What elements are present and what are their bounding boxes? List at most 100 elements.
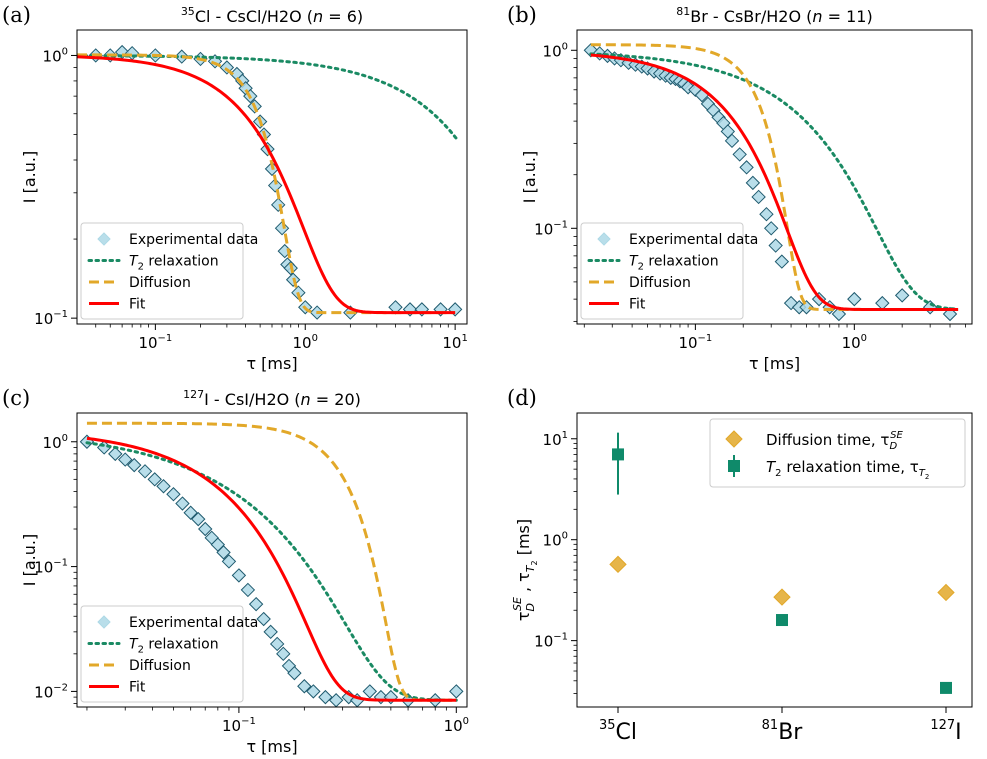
chart-title: 127I - CsI/H2O (n = 20) — [183, 388, 361, 409]
legend-label-t2: T2 relaxation — [129, 254, 219, 273]
data-point — [383, 689, 399, 705]
legend-box — [580, 222, 744, 320]
x-tick-label: 100 — [842, 333, 867, 352]
data-point — [263, 624, 278, 640]
data-point — [240, 582, 256, 598]
legend-label-exp: Experimental data — [129, 232, 258, 248]
t2-relaxation-time-point — [776, 614, 788, 627]
axes-frame — [576, 29, 973, 325]
data-point — [216, 545, 231, 560]
y-axis-label: τDSE , τT2 [ms] — [511, 519, 539, 621]
data-point — [783, 295, 799, 311]
x-tick-label: 10−1 — [678, 333, 712, 352]
legend-diffusion-marker — [725, 430, 743, 448]
series-t2-line — [85, 441, 458, 702]
data-point — [256, 611, 271, 627]
data-point — [759, 206, 774, 222]
axes-frame — [76, 412, 468, 708]
data-point — [221, 554, 237, 569]
legend-label-exp: Experimental data — [129, 615, 258, 631]
data-point — [267, 178, 283, 193]
data-point — [118, 452, 133, 467]
data-point — [248, 596, 264, 612]
diffusion-time-point — [773, 588, 791, 606]
data-point — [270, 197, 286, 213]
data-point — [156, 479, 171, 494]
data-point — [362, 684, 377, 699]
legend: Experimental data T2 relaxation Diffusion F… — [580, 222, 758, 320]
y-axis-label: I [a.u.] — [20, 151, 39, 203]
data-point — [751, 189, 766, 205]
legend-experimental-marker — [97, 615, 111, 629]
data-point — [875, 295, 890, 311]
legend-box — [80, 222, 244, 320]
x-axis-label: τ [ms] — [246, 354, 297, 373]
x-axis-label: τ [ms] — [749, 354, 800, 373]
series-fit-line — [86, 436, 457, 702]
axes-frame — [76, 29, 468, 325]
panel-c: (c) 127I - CsI/H2O (n = 20) 10−1 100 10−2 10−… — [2, 386, 469, 756]
data-point — [306, 684, 321, 699]
legend: Diffusion time, τDSE T2 relaxation time, … — [709, 418, 966, 488]
data-point — [137, 464, 153, 479]
x-axis-label: τ [ms] — [246, 737, 297, 756]
data-point — [231, 568, 247, 583]
legend-label-exp: Experimental data — [629, 232, 758, 248]
panel-b: (b) 81Br - CsBr/H2O (n = 11) 10−1 100 10−1 10… — [507, 3, 973, 373]
data-point — [680, 80, 696, 95]
data-point — [191, 511, 206, 527]
data-point — [732, 147, 747, 162]
data-point — [373, 689, 389, 705]
data-point — [269, 636, 285, 652]
data-point — [127, 457, 142, 473]
y-tick-label: 100 — [43, 46, 68, 65]
data-point — [287, 665, 302, 681]
x-tick-label: 101 — [442, 333, 467, 352]
legend-label-diff: Diffusion — [629, 275, 691, 291]
y-tick-label: 10−2 — [34, 682, 68, 701]
plot-area — [79, 421, 464, 707]
data-point — [166, 487, 181, 502]
y-tick-label: 101 — [543, 430, 568, 449]
legend-label-diff: Diffusion — [129, 658, 191, 674]
data-point — [183, 505, 198, 520]
data-point — [847, 291, 862, 307]
series-t2-line — [77, 54, 460, 143]
panel-d: (d) 10−1 100 101 35Cl 81Br 127I τDSE , τT2 [ms]… — [507, 386, 973, 745]
data-point — [274, 220, 290, 236]
legend-experimental-marker — [597, 232, 611, 246]
chart-title: 35Cl - CsCl/H2O (n = 6) — [181, 5, 363, 26]
data-point — [318, 689, 333, 705]
data-point — [724, 133, 740, 149]
diffusion-time-point — [609, 555, 627, 574]
x-tick-label: 10−1 — [222, 716, 256, 735]
legend-label-t2-time: T2 relaxation time, τT2 — [766, 458, 929, 481]
legend-label-diff: Diffusion — [129, 275, 191, 291]
data-point — [774, 254, 790, 269]
y-tick-label: 100 — [43, 433, 68, 452]
y-tick-label: 100 — [543, 531, 568, 550]
data-point — [175, 496, 190, 511]
x-tick-label: 100 — [444, 716, 469, 735]
panel-label: (a) — [2, 3, 31, 27]
series-experimental-data — [79, 434, 464, 707]
panel-a: (a) 35Cl - CsCl/H2O (n = 6) 10−1 100 101 10−1… — [2, 3, 468, 373]
data-point — [198, 521, 213, 537]
legend-label-fit: Fit — [629, 297, 646, 313]
series-t2-line — [589, 52, 960, 311]
data-point — [447, 302, 463, 317]
category-label: 35Cl — [599, 718, 637, 745]
legend-label-t2: T2 relaxation — [129, 637, 219, 656]
data-point — [894, 288, 910, 303]
category-label: 127I — [930, 718, 961, 745]
data-point — [297, 679, 312, 694]
diffusion-time-point — [937, 583, 955, 602]
data-point — [108, 446, 123, 462]
series-fit-line — [77, 55, 456, 315]
legend-label-fit: Fit — [129, 680, 146, 696]
data-point — [124, 45, 140, 61]
legend-box — [709, 418, 966, 488]
legend-experimental-marker — [97, 232, 111, 246]
axes-frame — [576, 412, 973, 708]
t2-relaxation-time-point — [612, 448, 624, 461]
